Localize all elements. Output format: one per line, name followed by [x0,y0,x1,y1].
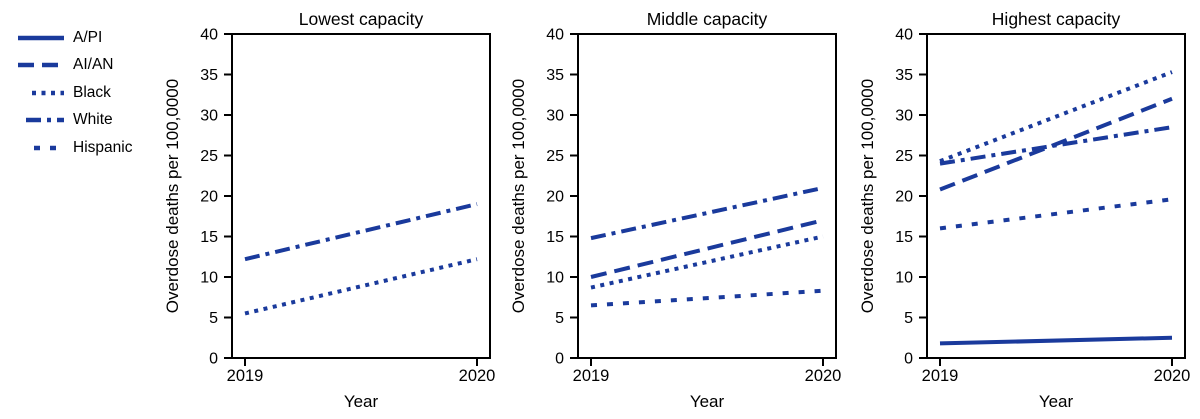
series-line-white [590,185,824,241]
y-tick-label: 5 [555,310,564,327]
x-axis-label: Year [690,392,725,411]
legend: A/PI AI/AN Black White Hispanic [18,24,132,162]
x-tick-label: 2020 [1154,367,1191,385]
legend-item-label: White [73,111,113,129]
y-tick-label: 30 [895,108,913,125]
y-tick-label: 35 [546,67,564,84]
x-axis-label: Year [1039,392,1074,411]
black-line-swatch-icon [32,90,64,95]
ai-an-line-swatch-icon [18,63,64,68]
y-tick-label: 25 [200,148,218,165]
series-line-white [244,202,478,262]
legend-item-black: Black [18,79,132,107]
legend-item-white: White [18,107,132,135]
y-tick-label: 35 [200,67,218,84]
x-axis-label: Year [344,392,379,411]
panel-highest-capacity: Highest capacity 0 5 10 15 20 25 30 35 40 2019 2020… [858,9,1191,411]
y-tick-label: 30 [546,108,564,125]
y-tick-label: 0 [904,351,913,368]
y-tick-label: 15 [546,229,564,246]
legend-item-ai-an: AI/AN [18,52,132,80]
series-line-a-pi [939,335,1173,346]
y-tick-label: 10 [200,270,218,287]
y-tick-label: 10 [895,270,913,287]
x-tick-label: 2019 [573,367,610,385]
y-tick-label: 15 [200,229,218,246]
x-tick-label: 2019 [227,367,264,385]
panel-lowest-capacity: Lowest capacity 0 5 10 15 20 25 30 35 40 2019 2020 Y… [163,9,496,411]
y-tick-label: 40 [895,27,913,44]
y-tick-label: 5 [904,310,913,327]
panel-title: Middle capacity [647,9,768,29]
y-axis-label: Overdose deaths per 100,0000 [163,79,182,313]
a-pi-line-swatch-icon [18,35,64,40]
y-tick-label: 40 [200,27,218,44]
y-tick-label: 10 [546,270,564,287]
series-line-black [939,70,1173,164]
white-line-swatch-icon [26,118,64,123]
y-tick-label: 25 [546,148,564,165]
y-tick-label: 25 [895,148,913,165]
y-tick-label: 5 [209,310,218,327]
panel-middle-capacity: Middle capacity 0 5 10 15 20 25 30 35 40 2019 2020 Y… [509,9,842,411]
y-axis-label: Overdose deaths per 100,0000 [858,79,877,313]
y-tick-label: 20 [546,189,564,206]
series-line-black [590,234,824,290]
y-tick-label: 20 [200,189,218,206]
series-line-black [244,257,478,316]
y-axis-label: Overdose deaths per 100,0000 [509,79,528,313]
plot-box [577,33,837,359]
series-line-ai-an [590,218,824,279]
panel-title: Lowest capacity [299,9,424,29]
y-tick-label: 0 [209,351,218,368]
y-tick-label: 20 [895,189,913,206]
legend-item-hispanic: Hispanic [18,134,132,162]
x-tick-label: 2020 [805,367,842,385]
series-line-hispanic [939,197,1173,231]
y-tick-label: 35 [895,67,913,84]
legend-item-label: Hispanic [73,138,133,156]
legend-item-label: AI/AN [73,56,114,74]
legend-item-label: A/PI [73,28,103,46]
y-tick-label: 0 [555,351,564,368]
plot-box [231,33,491,359]
x-tick-label: 2019 [922,367,959,385]
series-line-hispanic [590,288,824,308]
panel-title: Highest capacity [992,9,1121,29]
legend-item-label: Black [73,83,111,101]
legend-item-a-pi: A/PI [18,24,132,52]
series-line-ai-an [939,96,1173,192]
y-tick-label: 15 [895,229,913,246]
y-tick-label: 40 [546,27,564,44]
x-tick-label: 2020 [459,367,496,385]
y-tick-label: 30 [200,108,218,125]
hispanic-line-swatch-icon [34,145,64,150]
